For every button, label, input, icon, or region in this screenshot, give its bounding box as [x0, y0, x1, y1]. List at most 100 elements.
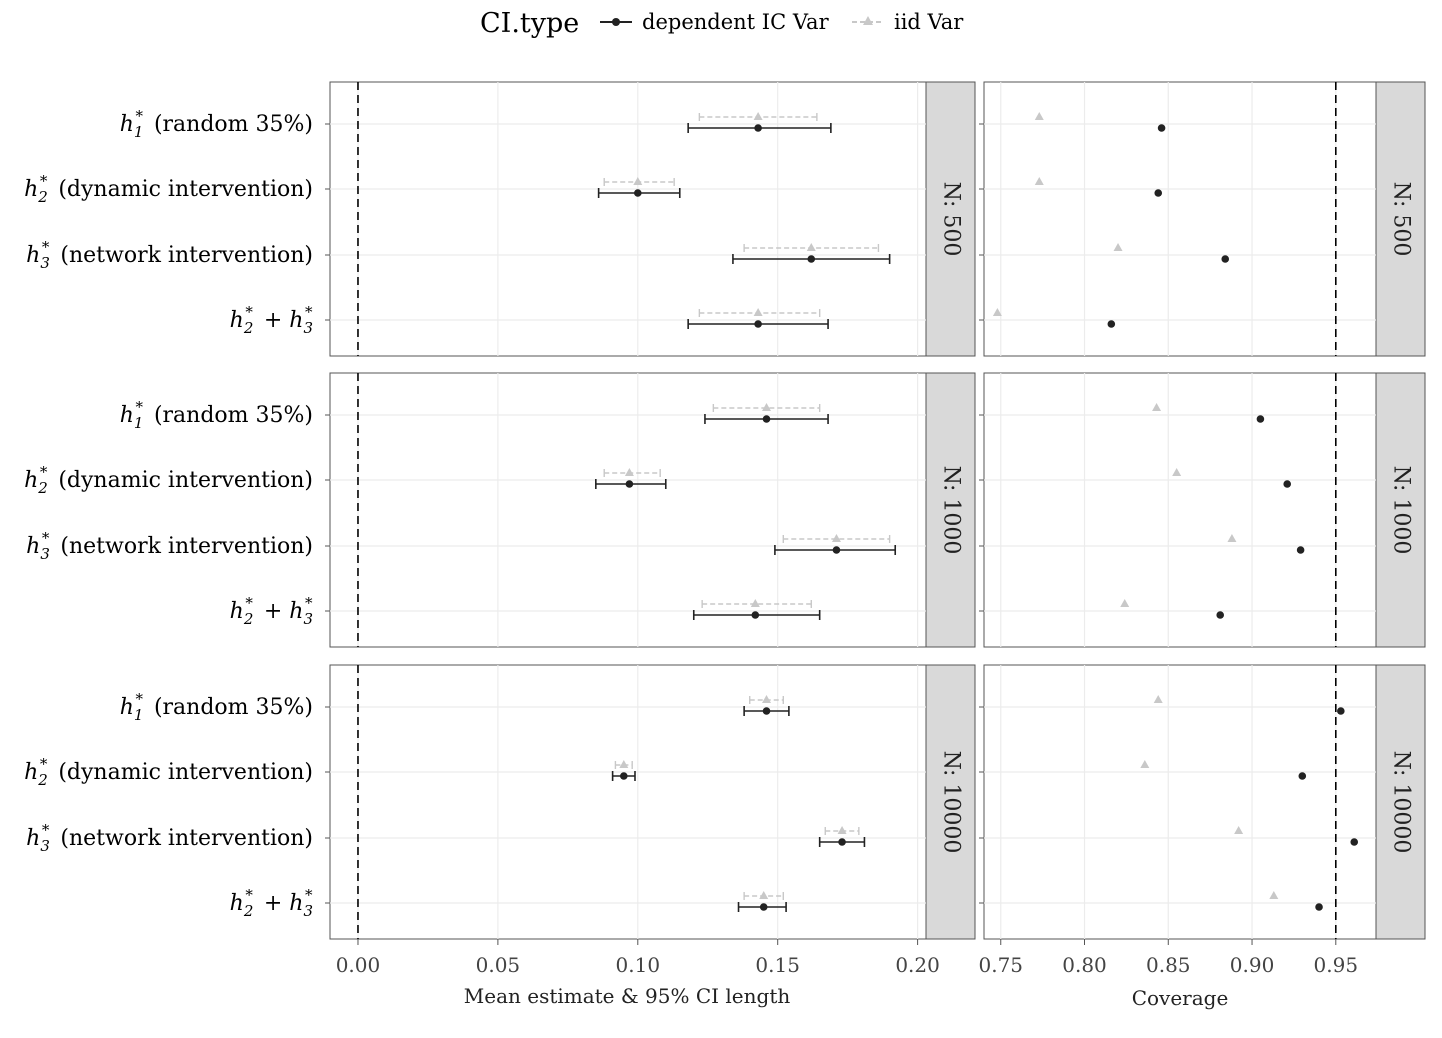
estimate-panel: N: 10000 — [325, 664, 976, 940]
dependent-coverage-point — [1216, 611, 1225, 619]
legend: CI.type dependent IC Var iid Var — [480, 8, 964, 39]
facet-strip-label: N: 500 — [939, 182, 964, 257]
row-label: h3* (network intervention) — [26, 821, 313, 855]
dependent-point — [832, 546, 841, 554]
iid-point — [750, 599, 760, 607]
iid-point — [831, 534, 841, 542]
legend-dependent-label: dependent IC Var — [642, 10, 830, 34]
x-tick-label: 0.10 — [616, 953, 661, 977]
estimate-panel: N: 1000 — [325, 372, 976, 648]
dependent-point — [754, 124, 762, 132]
iid-coverage-point — [1113, 243, 1123, 251]
facet-strip-label: N: 10000 — [939, 751, 964, 854]
row-label: h2* + h3* — [230, 303, 313, 337]
iid-coverage-point — [1120, 599, 1130, 607]
facet-strip-label: N: 10000 — [1389, 751, 1414, 854]
row-label: h3* (network intervention) — [26, 238, 313, 272]
x-tick-label: 0.20 — [895, 953, 940, 977]
row-label: h1* (random 35%) — [120, 690, 313, 724]
iid-point — [762, 403, 772, 411]
iid-point — [806, 243, 816, 251]
dependent-coverage-point — [1283, 480, 1292, 488]
facet-strip — [1375, 664, 1426, 940]
dependent-point — [762, 415, 771, 423]
row-label: h2* (dynamic intervention) — [24, 755, 313, 789]
legend-title: CI.type — [480, 8, 579, 39]
panel-frame — [983, 372, 1377, 648]
dependent-coverage-point — [1221, 255, 1230, 263]
iid-coverage-point — [1152, 403, 1162, 411]
x-axes: Mean estimate & 95% CI length Coverage 0… — [336, 939, 1358, 1010]
dependent-coverage-point — [1298, 772, 1307, 780]
iid-point — [753, 308, 763, 316]
legend-iid-marker — [863, 16, 873, 25]
dependent-point — [807, 255, 816, 263]
x-tick-label: 0.05 — [476, 953, 521, 977]
panel-frame — [983, 664, 1377, 940]
x-tick-label: 0.00 — [336, 953, 381, 977]
iid-coverage-point — [1034, 177, 1044, 185]
x-tick-label: 0.75 — [978, 953, 1023, 977]
dependent-coverage-point — [1256, 415, 1265, 423]
iid-point — [633, 177, 643, 185]
iid-coverage-point — [1153, 695, 1163, 703]
row-label: h2* (dynamic intervention) — [24, 463, 313, 497]
iid-point — [624, 468, 634, 476]
iid-point — [762, 695, 772, 703]
dependent-point — [751, 611, 760, 619]
panel-frame — [329, 664, 927, 940]
row-label: h3* (network intervention) — [26, 529, 313, 563]
dependent-point — [633, 189, 642, 197]
dependent-point — [625, 480, 634, 488]
facet-strip-label: N: 500 — [1389, 182, 1414, 257]
legend-dependent-marker — [612, 18, 620, 26]
row-label: h1* (random 35%) — [120, 398, 313, 432]
x-tick-label: 0.90 — [1230, 953, 1275, 977]
coverage-panel: N: 500 — [979, 81, 1426, 357]
iid-point — [759, 891, 769, 899]
iid-coverage-point — [1140, 760, 1150, 768]
right-x-axis-label: Coverage — [1132, 986, 1229, 1010]
x-tick-label: 0.95 — [1314, 953, 1359, 977]
dependent-point — [620, 772, 628, 780]
panel-frame — [329, 81, 927, 357]
row-labels: h1* (random 35%) h2* (dynamic interventio… — [24, 107, 313, 920]
row-label: h1* (random 35%) — [120, 107, 313, 141]
dependent-coverage-point — [1337, 707, 1345, 715]
facet-strip — [925, 81, 976, 357]
x-tick-label: 0.80 — [1062, 953, 1107, 977]
iid-point — [753, 112, 763, 120]
iid-point — [837, 826, 847, 834]
iid-coverage-point — [1269, 891, 1279, 899]
dependent-point — [754, 320, 762, 328]
facet-strip — [925, 664, 976, 940]
facet-panels: N: 500 N: 1000 N: 10000 N: 500 N: 1000 N: 100… — [325, 81, 1426, 940]
estimate-panel: N: 500 — [325, 81, 976, 357]
dependent-coverage-point — [1350, 838, 1359, 846]
row-label: h2* + h3* — [230, 594, 313, 628]
dependent-coverage-point — [1157, 124, 1166, 132]
facet-strip-label: N: 1000 — [1389, 466, 1414, 555]
dependent-coverage-point — [1107, 320, 1116, 328]
iid-coverage-point — [992, 308, 1002, 316]
coverage-panel: N: 10000 — [979, 664, 1426, 940]
dependent-point — [762, 707, 771, 715]
iid-coverage-point — [1172, 468, 1182, 476]
iid-point — [619, 760, 629, 768]
panel-frame — [983, 81, 1377, 357]
iid-coverage-point — [1234, 826, 1244, 834]
facet-strip — [1375, 372, 1426, 648]
dependent-coverage-point — [1315, 903, 1323, 911]
iid-coverage-point — [1227, 534, 1237, 542]
row-label: h2* + h3* — [230, 886, 313, 920]
legend-iid-label: iid Var — [894, 10, 964, 34]
dependent-point — [838, 838, 846, 846]
left-x-axis-label: Mean estimate & 95% CI length — [464, 984, 791, 1008]
x-tick-label: 0.85 — [1146, 953, 1191, 977]
dependent-point — [759, 903, 768, 911]
facet-strip — [925, 372, 976, 648]
row-label: h2* (dynamic intervention) — [24, 172, 313, 206]
x-tick-label: 0.15 — [755, 953, 800, 977]
dependent-coverage-point — [1296, 546, 1305, 554]
